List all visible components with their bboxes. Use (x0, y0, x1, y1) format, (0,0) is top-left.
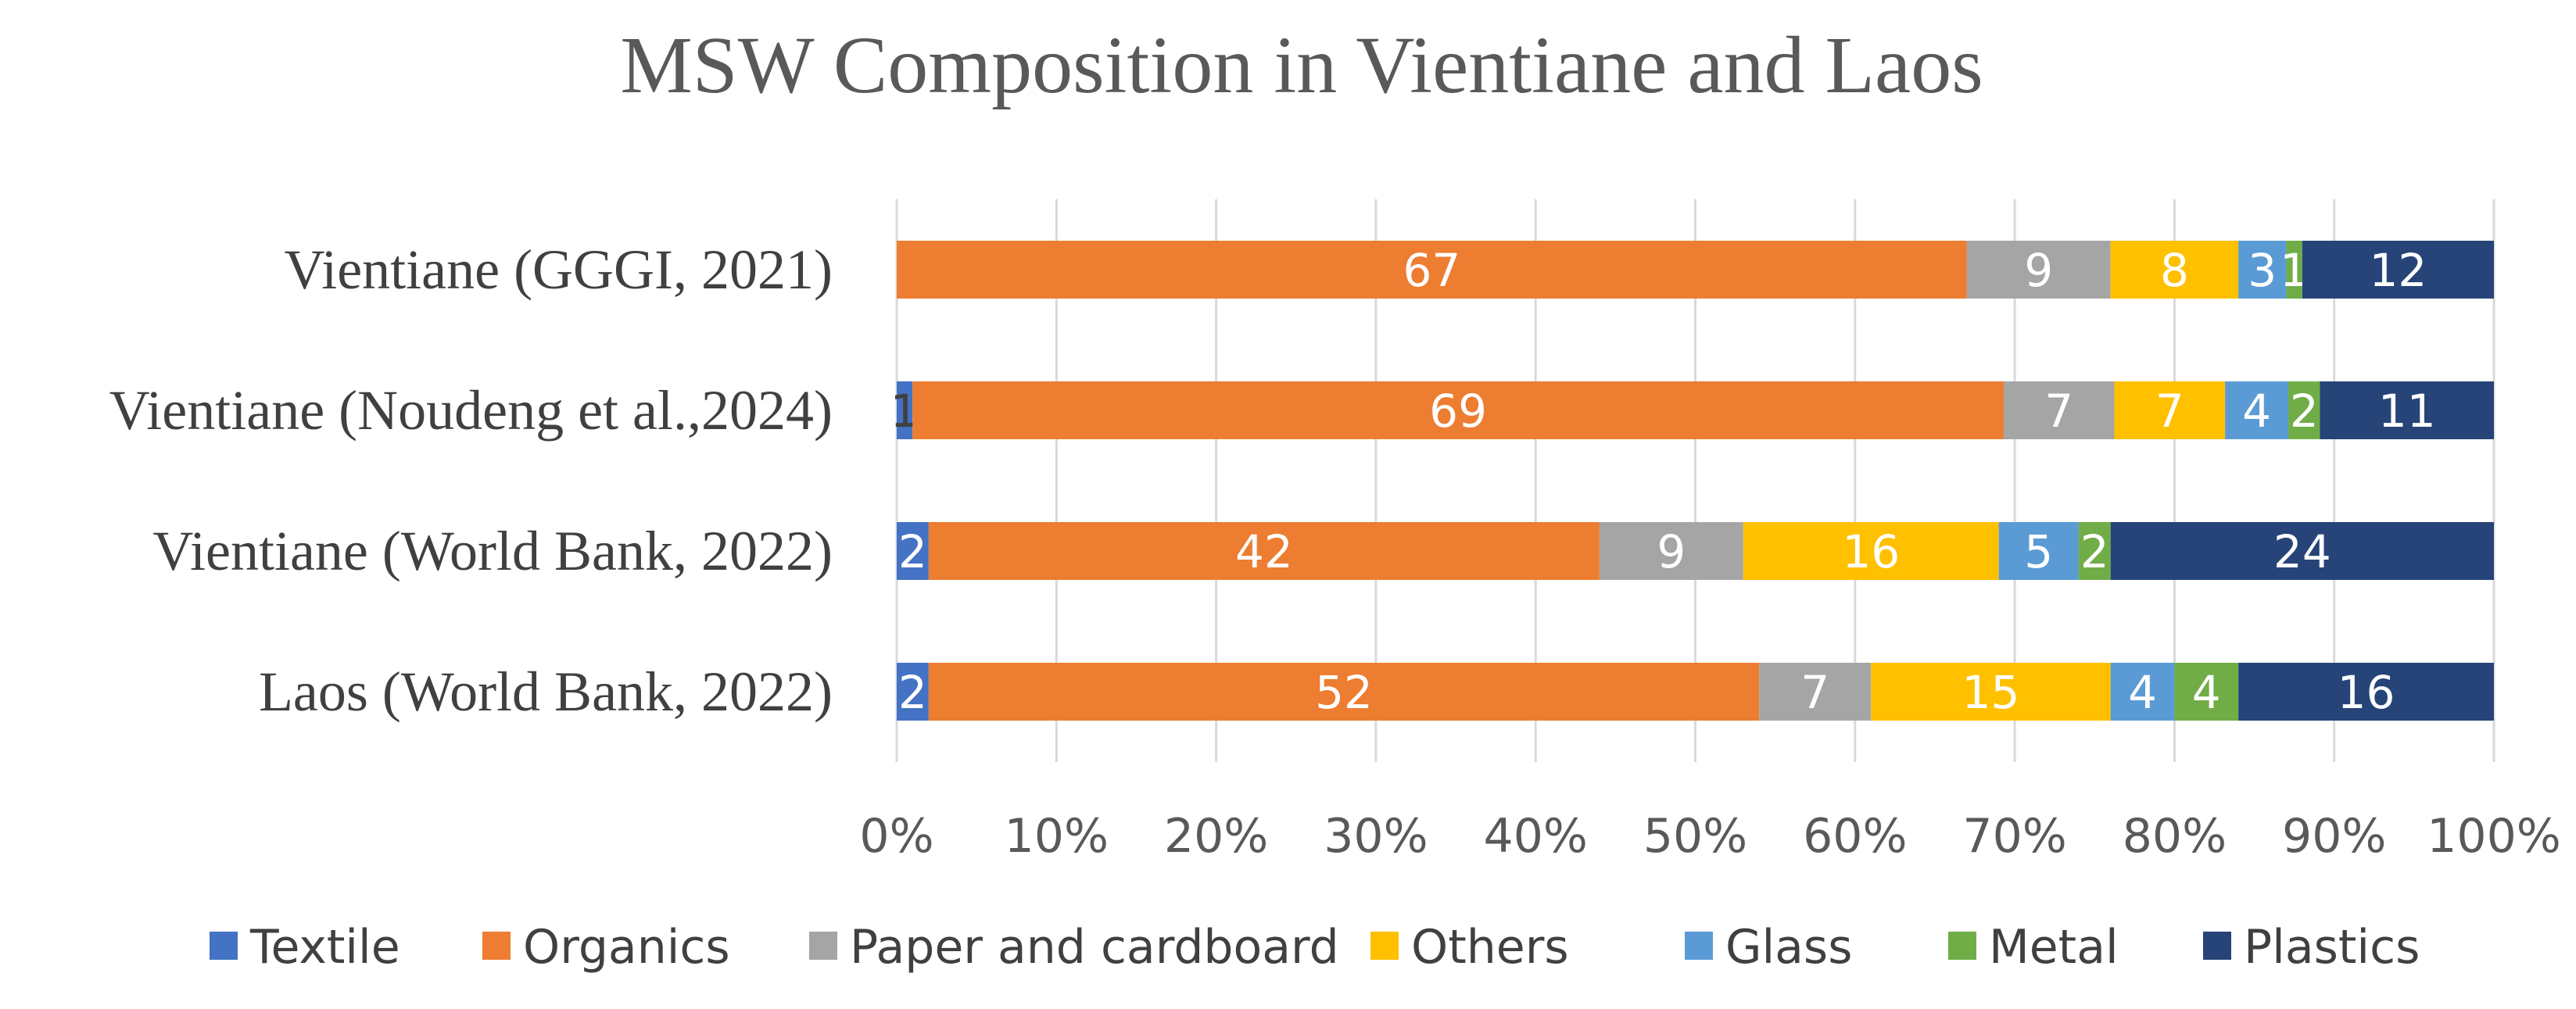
data-label: 2 (2080, 525, 2109, 578)
legend-label: Organics (523, 920, 730, 975)
data-label: 69 (1429, 385, 1487, 438)
bar-segment (2288, 381, 2320, 439)
data-label: 24 (2273, 525, 2331, 578)
legend-swatch (1685, 932, 1713, 960)
category-label: Vientiane (Noudeng et al.,2024) (109, 379, 833, 442)
bar-segment (1743, 522, 1999, 580)
data-label: 7 (1800, 666, 1829, 719)
legend-label: Metal (1989, 920, 2119, 975)
data-label: 4 (2242, 385, 2271, 438)
legend: Textile Organics Paper and cardboard Others… (210, 920, 2420, 975)
bar-segment (897, 663, 929, 721)
legend-label: Textile (249, 920, 400, 975)
tick-label: 50% (1643, 809, 1747, 864)
bar-segment (2078, 522, 2111, 580)
data-label: 8 (2160, 244, 2189, 297)
legend-label: Plastics (2244, 920, 2420, 975)
category-label: Vientiane (GGGI, 2021) (285, 238, 833, 301)
legend-swatch (2203, 932, 2231, 960)
bar-segment (2238, 663, 2494, 721)
data-label: 9 (2024, 244, 2053, 297)
tick-label: 0% (859, 809, 933, 864)
tick-label: 70% (1962, 809, 2066, 864)
legend-label: Glass (1725, 920, 1852, 975)
bar-segment (2238, 241, 2287, 299)
data-label: 67 (1403, 244, 1460, 297)
data-label: 2 (898, 666, 927, 719)
bar-segment (2110, 241, 2239, 299)
bar-segment (2114, 381, 2226, 439)
x-axis-tick-labels: 0% 10% 20% 30% 40% 50% 60% 70% 80% 90% 100% (859, 809, 2560, 864)
tick-label: 10% (1005, 809, 1109, 864)
bar-segment (1759, 663, 1872, 721)
data-label: 9 (1657, 525, 1686, 578)
tick-label: 80% (2123, 809, 2227, 864)
bar-segment (2110, 663, 2175, 721)
data-label: 7 (2155, 385, 2184, 438)
bar-segment (1599, 522, 1743, 580)
bar-segment (2225, 381, 2289, 439)
category-labels: Vientiane (GGGI, 2021) Vientiane (Noudeng… (109, 238, 833, 723)
tick-label: 90% (2282, 809, 2386, 864)
data-label: 3 (2248, 244, 2277, 297)
data-label: 11 (2378, 385, 2436, 438)
data-label: 4 (2128, 666, 2157, 719)
legend-swatch (482, 932, 511, 960)
tick-label: 100% (2427, 809, 2561, 864)
legend-swatch (1948, 932, 1976, 960)
bar-segment (2174, 663, 2239, 721)
tick-label: 40% (1484, 809, 1588, 864)
data-label: 7 (2044, 385, 2073, 438)
chart-title: MSW Composition in Vientiane and Laos (620, 20, 1983, 110)
bar-segment (2003, 381, 2115, 439)
bar-segment (912, 381, 2004, 439)
category-label: Laos (World Bank, 2022) (259, 660, 833, 723)
data-label: 4 (2192, 666, 2221, 719)
bar-segment (2320, 381, 2494, 439)
data-label: 12 (2370, 244, 2427, 297)
legend-swatch (210, 932, 238, 960)
data-label: 2 (2290, 385, 2319, 438)
category-label: Vientiane (World Bank, 2022) (152, 520, 833, 582)
bar-segment (1998, 522, 2079, 580)
bar-segment (897, 381, 913, 439)
data-label: 16 (2338, 666, 2395, 719)
bar-segment (2110, 522, 2494, 580)
bar-segment (928, 522, 1600, 580)
tick-label: 30% (1324, 809, 1428, 864)
bar-segment (897, 241, 1967, 299)
data-label: 42 (1235, 525, 1293, 578)
bar-area: 67 9 8 3 1 121 69 7 7 4 2 112 42 9 16 5 2 242 52 7 15 4 4 16 (890, 241, 2494, 721)
legend-label: Others (1411, 920, 1569, 975)
bar-segment (1871, 663, 2111, 721)
tick-label: 20% (1164, 809, 1268, 864)
data-label: 5 (2024, 525, 2053, 578)
bar-segment (2302, 241, 2494, 299)
legend-label: Paper and cardboard (850, 920, 1339, 975)
data-label: 2 (898, 525, 927, 578)
bar-segment (1966, 241, 2111, 299)
legend-swatch (809, 932, 837, 960)
bar-segment (897, 522, 929, 580)
data-label: 52 (1315, 666, 1373, 719)
data-label: 15 (1962, 666, 2020, 719)
bar-segment (928, 663, 1760, 721)
data-label: 16 (1842, 525, 1900, 578)
tick-label: 60% (1803, 809, 1907, 864)
bar-segment (2286, 241, 2302, 299)
legend-swatch (1370, 932, 1399, 960)
